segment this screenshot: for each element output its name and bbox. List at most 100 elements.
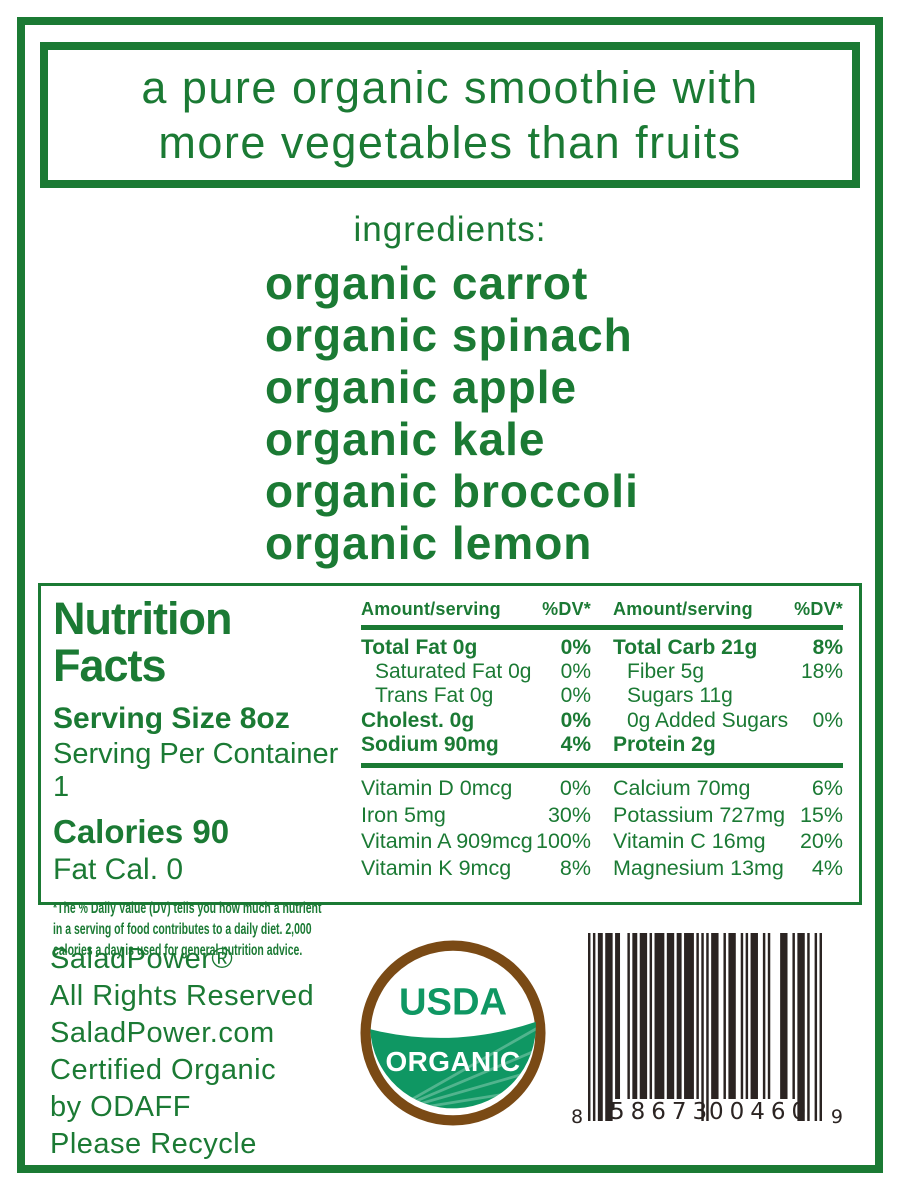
barcode-digit-trail: 9: [830, 1106, 843, 1128]
barcode: 8 58673 00460 9: [571, 933, 843, 1129]
nutrition-row: Fiber 5g 18%: [613, 660, 843, 684]
nutrition-row: Saturated Fat 0g 0%: [361, 660, 591, 684]
nutrient-dv: 0%: [812, 708, 843, 732]
nutrient-dv: 0%: [560, 684, 591, 708]
nutrition-row: Potassium 727mg 15%: [613, 802, 843, 829]
ingredient-item: organic kale: [265, 413, 546, 465]
footer-line: All Rights Reserved: [50, 980, 315, 1012]
nutrient-dv: 100%: [536, 829, 591, 854]
nutrition-row: Vitamin K 9mcg 8%: [361, 855, 591, 882]
nutrient-label: Vitamin C 16mg: [613, 829, 766, 854]
nutrient-dv: 18%: [800, 660, 843, 684]
footer-line: Please Recycle: [50, 1128, 257, 1160]
footnote-line: *The % Daily Value (DV) tells you how mu…: [53, 900, 322, 917]
nutrition-row: 0g Added Sugars 0%: [613, 709, 843, 733]
barcode-digits-right: 00460: [709, 1099, 813, 1125]
nutrient-dv: 8%: [559, 855, 591, 880]
ingredient-item: organic apple: [265, 361, 578, 413]
nutrition-row: Calcium 70mg 6%: [613, 775, 843, 802]
vitamin-column-right: Calcium 70mg 6% Potassium 727mg 15% Vitamin …: [613, 775, 843, 881]
footer-line: Certified Organic: [50, 1054, 277, 1086]
nutrition-row: Trans Fat 0g 0%: [361, 684, 591, 708]
nutrition-facts-panel: Nutrition Facts Serving Size 8oz Serving…: [38, 583, 862, 959]
nutrient-dv: 4%: [811, 855, 843, 880]
serving-size: Serving Size 8oz: [53, 702, 290, 735]
nutrient-label: Trans Fat 0g: [375, 684, 494, 708]
headline-line1: a pure organic smoothie with: [141, 62, 759, 113]
ingredient-list: organic carrot organic spinach organic app…: [265, 257, 900, 569]
headline-line2: more vegetables than fruits: [158, 117, 742, 168]
vitamin-column-left: Vitamin D 0mcg 0% Iron 5mg 30% Vitamin A 909…: [361, 775, 591, 881]
barcode-bars: [588, 933, 822, 1121]
footnote-line: calories a day is used for general nutri…: [53, 942, 303, 959]
footer-text: SaladPower® All Rights Reserved SaladPower…: [50, 941, 314, 1163]
barcode-digit-lead: 8: [571, 1106, 584, 1128]
nutrient-label: Potassium 727mg: [613, 802, 786, 827]
nutrient-dv: 15%: [799, 802, 843, 827]
fat-calories: Fat Cal. 0: [53, 853, 184, 886]
nutrient-label: Total Carb 21g: [613, 636, 758, 659]
nutrient-label: Iron 5mg: [361, 802, 446, 827]
nutrient-label: 0g Added Sugars: [627, 708, 789, 732]
nutrient-label: Vitamin A 909mcg: [361, 829, 533, 854]
ingredients-title: ingredients:: [353, 210, 547, 249]
nutrition-row: Vitamin C 16mg 20%: [613, 828, 843, 855]
divider-rule: [361, 763, 843, 769]
nutrition-table: Amount/serving %DV* Amount/serving %DV* …: [355, 586, 859, 902]
nutrition-row: Protein 2g: [613, 733, 843, 757]
dv-footnote: *The % Daily Value (DV) tells you how mu…: [53, 898, 349, 961]
nutrition-row: Cholest. 0g 0%: [361, 709, 591, 733]
nutrition-facts-title: Nutrition Facts: [53, 593, 232, 691]
footer-line: by ODAFF: [50, 1091, 191, 1123]
nutrient-label: Calcium 70mg: [613, 776, 751, 801]
nutrition-row: Sugars 11g: [613, 684, 843, 708]
nutrition-table-headers: Amount/serving %DV* Amount/serving %DV*: [361, 599, 843, 620]
calories: Calories 90: [53, 813, 230, 850]
headline-box: a pure organic smoothie with more vegeta…: [40, 42, 860, 188]
nutrient-dv: 0%: [560, 660, 591, 684]
divider-rule: [361, 625, 843, 630]
nutrient-column-right: Total Carb 21g 8% Fiber 5g 18% Sugars 11g 0g …: [613, 636, 843, 757]
nutrient-dv: 20%: [799, 829, 843, 854]
nutrition-row: Total Carb 21g 8%: [613, 636, 843, 660]
usda-organic-seal: USDA ORGANIC: [360, 940, 546, 1126]
nutrient-dv: 4%: [560, 732, 591, 756]
nutrition-row: Sodium 90mg 4%: [361, 733, 591, 757]
barcode-digits-left: 58673: [610, 1099, 714, 1125]
nutrient-label: Fiber 5g: [627, 660, 705, 684]
ingredient-item: organic spinach: [265, 309, 633, 361]
footnote-line: in a serving of food contributes to a da…: [53, 921, 312, 938]
nutrition-row: Iron 5mg 30%: [361, 802, 591, 829]
footer-line: SaladPower®: [50, 943, 234, 975]
ingredient-item: organic carrot: [265, 257, 589, 309]
nutrient-label: Magnesium 13mg: [613, 855, 784, 880]
nutrient-label: Vitamin K 9mcg: [361, 855, 512, 880]
nutrition-row: Vitamin A 909mcg 100%: [361, 828, 591, 855]
seal-organic-text: ORGANIC: [386, 1046, 521, 1077]
column-header: Amount/serving %DV*: [613, 599, 843, 619]
nutrient-dv: 8%: [812, 636, 843, 659]
nutrient-label: Total Fat 0g: [361, 636, 478, 659]
nutrient-column-left: Total Fat 0g 0% Saturated Fat 0g 0% Trans Fa…: [361, 636, 591, 757]
nutrient-dv: 6%: [811, 776, 843, 801]
nutrient-dv: 0%: [560, 708, 591, 732]
seal-usda-text: USDA: [399, 980, 507, 1023]
nutrient-label: Cholest. 0g: [361, 708, 475, 732]
column-header: Amount/serving %DV*: [361, 599, 591, 619]
ingredient-item: organic lemon: [265, 517, 593, 569]
nutrient-label: Saturated Fat 0g: [375, 660, 532, 684]
nutrient-label: Protein 2g: [613, 732, 716, 756]
ingredients-section: ingredients: organic carrot organic spina…: [0, 210, 900, 569]
servings-per-container: Serving Per Container 1: [53, 738, 339, 803]
footer-line: SaladPower.com: [50, 1017, 275, 1049]
nutrient-dv: 0%: [560, 636, 591, 659]
nutrient-label: Vitamin D 0mcg: [361, 776, 513, 801]
nutrient-dv: 0%: [559, 776, 591, 801]
nutrition-row: Magnesium 13mg 4%: [613, 855, 843, 882]
ingredient-item: organic broccoli: [265, 465, 639, 517]
nutrition-row: Total Fat 0g 0%: [361, 636, 591, 660]
nutrition-row: Vitamin D 0mcg 0%: [361, 775, 591, 802]
nutrient-label: Sugars 11g: [627, 684, 733, 708]
nutrient-dv: 30%: [547, 802, 591, 827]
usda-organic-seal-graphic: USDA ORGANIC: [360, 940, 546, 1126]
